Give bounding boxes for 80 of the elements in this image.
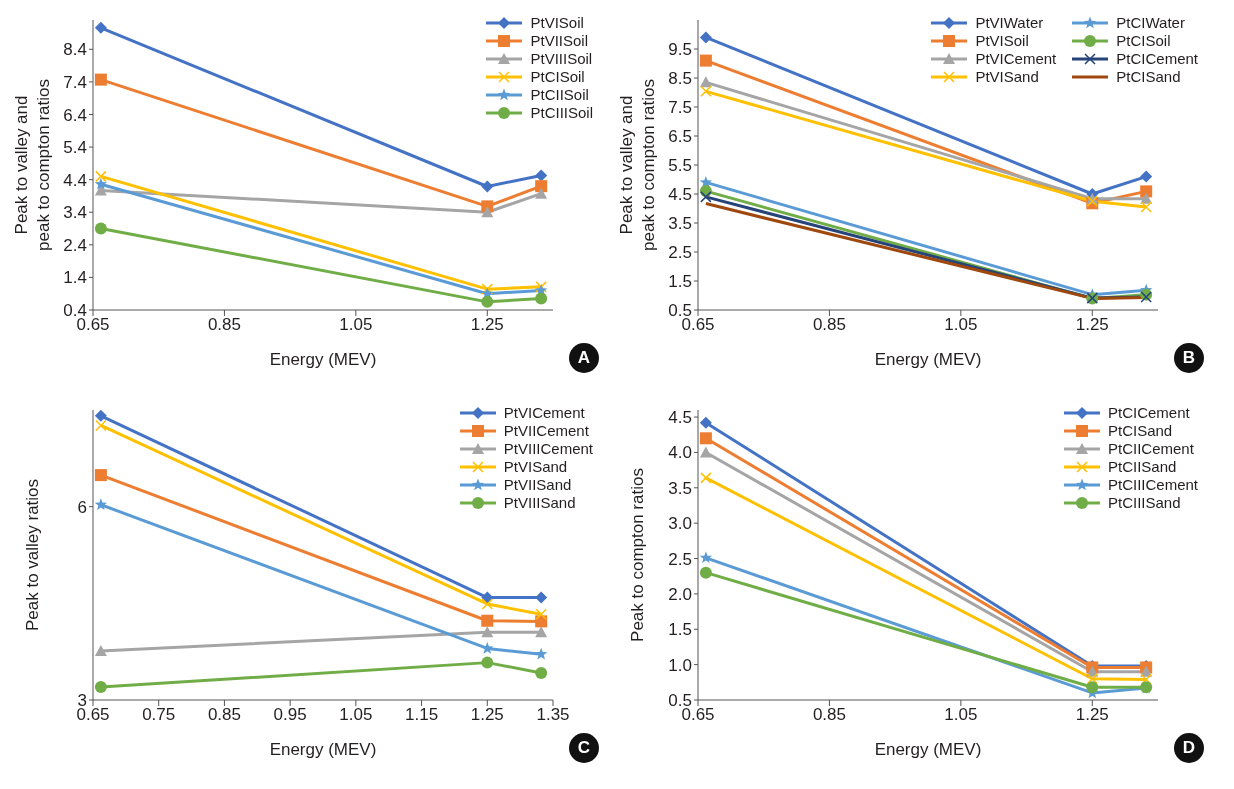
y-tick-label: 1.5 bbox=[668, 272, 692, 292]
legend-label: PtCISand bbox=[1116, 68, 1181, 85]
legend-label: PtVISoil bbox=[975, 32, 1029, 49]
x-tick-label: 1.15 bbox=[405, 705, 439, 725]
y-tick-label: 6.5 bbox=[668, 127, 692, 147]
x-tick-label: 1.05 bbox=[944, 705, 978, 725]
legend-label: PtCIIISand bbox=[1107, 494, 1181, 511]
legend-label: PtVICement bbox=[975, 50, 1057, 67]
legend-label: PtCISand bbox=[1107, 422, 1173, 439]
y-tick-label: 1.4 bbox=[63, 268, 87, 288]
legend-label: PtVIICement bbox=[503, 422, 589, 439]
y-axis-title: Peak to valley and peak to compton ratios bbox=[617, 79, 658, 251]
x-tick-label: 1.05 bbox=[339, 705, 373, 725]
x-tick-label: 0.85 bbox=[207, 705, 241, 725]
text: C bbox=[569, 733, 599, 763]
x-axis-title: Energy (MEV) bbox=[269, 350, 377, 369]
x-tick-label: 1.25 bbox=[1075, 705, 1109, 725]
x-axis-title: Energy (MEV) bbox=[874, 740, 982, 759]
legend-label: PtVIIISand bbox=[503, 494, 576, 511]
legend-label: PtVIIISoil bbox=[530, 50, 593, 67]
y-tick-label: 3.5 bbox=[668, 478, 692, 498]
legend-label: PtCISoil bbox=[1116, 32, 1171, 49]
x-tick-label: 0.85 bbox=[812, 705, 846, 725]
y-tick-label: 3.4 bbox=[63, 203, 87, 223]
y-tick-label: 7.5 bbox=[668, 98, 692, 118]
y-tick-label: 1.0 bbox=[668, 655, 692, 675]
x-tick-label: 1.25 bbox=[1075, 315, 1109, 335]
y-tick-label: 6.4 bbox=[63, 105, 87, 125]
legend-label: PtVIWater bbox=[975, 14, 1044, 31]
legend-label: PtCIIICement bbox=[1107, 476, 1198, 493]
text: D bbox=[1174, 733, 1204, 763]
legend-label: PtCIWater bbox=[1116, 14, 1185, 31]
y-tick-label: 4.4 bbox=[63, 170, 87, 190]
y-tick-label: 4.5 bbox=[668, 408, 692, 428]
x-tick-label: 0.75 bbox=[142, 705, 176, 725]
legend-label: PtVISand bbox=[503, 458, 568, 475]
y-tick-label: 7.4 bbox=[63, 72, 87, 92]
legend-label: PtCIISand bbox=[1107, 458, 1177, 475]
x-tick-label: 0.95 bbox=[273, 705, 307, 725]
y-axis-title: Peak to valley and peak to compton ratios bbox=[12, 79, 53, 251]
y-tick-label: 3.5 bbox=[668, 214, 692, 234]
x-tick-label: 1.05 bbox=[944, 315, 978, 335]
legend-label: PtVISoil bbox=[530, 14, 584, 31]
y-tick-label: 1.5 bbox=[668, 620, 692, 640]
text: A bbox=[569, 343, 599, 373]
legend-label: PtVICement bbox=[503, 404, 585, 421]
y-tick-label: 8.4 bbox=[63, 40, 87, 60]
y-tick-label: 2.5 bbox=[668, 549, 692, 569]
legend-label: PtCISoil bbox=[530, 68, 585, 85]
x-tick-label: 1.25 bbox=[470, 315, 504, 335]
y-axis-title: Peak to valley ratios bbox=[23, 478, 42, 632]
legend-label: PtCICement bbox=[1107, 404, 1190, 421]
text: B bbox=[1174, 343, 1204, 373]
legend-label: PtCICement bbox=[1116, 50, 1198, 67]
legend-label: PtVIIICement bbox=[503, 440, 593, 457]
y-tick-label: 5.4 bbox=[63, 138, 87, 158]
legend-label: PtVISand bbox=[975, 68, 1039, 85]
y-tick-label: 3.0 bbox=[668, 514, 692, 534]
y-tick-label: 9.5 bbox=[668, 40, 692, 60]
x-tick-label: 0.85 bbox=[812, 315, 846, 335]
y-tick-label: 2.4 bbox=[63, 235, 87, 255]
y-tick-label: 8.5 bbox=[668, 69, 692, 89]
legend-label: PtVIISand bbox=[503, 476, 572, 493]
y-tick-label: 2.5 bbox=[668, 243, 692, 263]
y-tick-label: 4.5 bbox=[668, 185, 692, 205]
x-tick-label: 1.25 bbox=[470, 705, 504, 725]
y-tick-label: 5.5 bbox=[668, 156, 692, 176]
x-tick-label: 1.05 bbox=[339, 315, 373, 335]
legend-label: PtCIICement bbox=[1107, 440, 1194, 457]
legend-label: PtCIISoil bbox=[530, 86, 589, 103]
legend-label: PtCIIISoil bbox=[530, 104, 593, 121]
y-tick-label: 6 bbox=[77, 497, 87, 517]
y-axis-title: Peak to compton ratios bbox=[628, 468, 647, 642]
legend-label: PtVIISoil bbox=[530, 32, 588, 49]
x-axis-title: Energy (MEV) bbox=[874, 350, 982, 369]
x-axis-title: Energy (MEV) bbox=[269, 740, 377, 759]
x-tick-label: 1.35 bbox=[536, 705, 570, 725]
x-tick-label: 0.85 bbox=[207, 315, 241, 335]
y-tick-label: 4.0 bbox=[668, 443, 692, 463]
y-tick-label: 2.0 bbox=[668, 584, 692, 604]
